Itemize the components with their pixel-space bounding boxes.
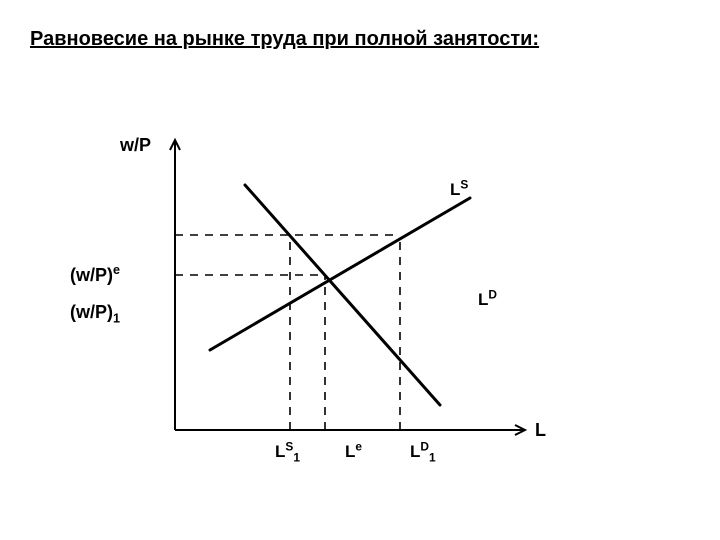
page-title: Равновесие на рынке труда при полной зан… [30, 28, 539, 51]
y-axis-label: w/P [120, 135, 151, 156]
x-axis-label: L [535, 420, 546, 441]
x-tick-ls1: LS1 [275, 442, 300, 462]
labor-market-chart [165, 120, 555, 450]
x-tick-le: Le [345, 442, 362, 462]
x-tick-ld1: LD1 [410, 442, 436, 462]
supply-curve-label: LS [450, 180, 468, 200]
demand-curve-label: LD [478, 290, 497, 310]
y-tick-level1: (w/P)1 [70, 302, 120, 323]
page: Равновесие на рынке труда при полной зан… [0, 0, 720, 540]
y-tick-equilibrium: (w/P)e [70, 265, 120, 286]
chart-svg [165, 120, 555, 450]
